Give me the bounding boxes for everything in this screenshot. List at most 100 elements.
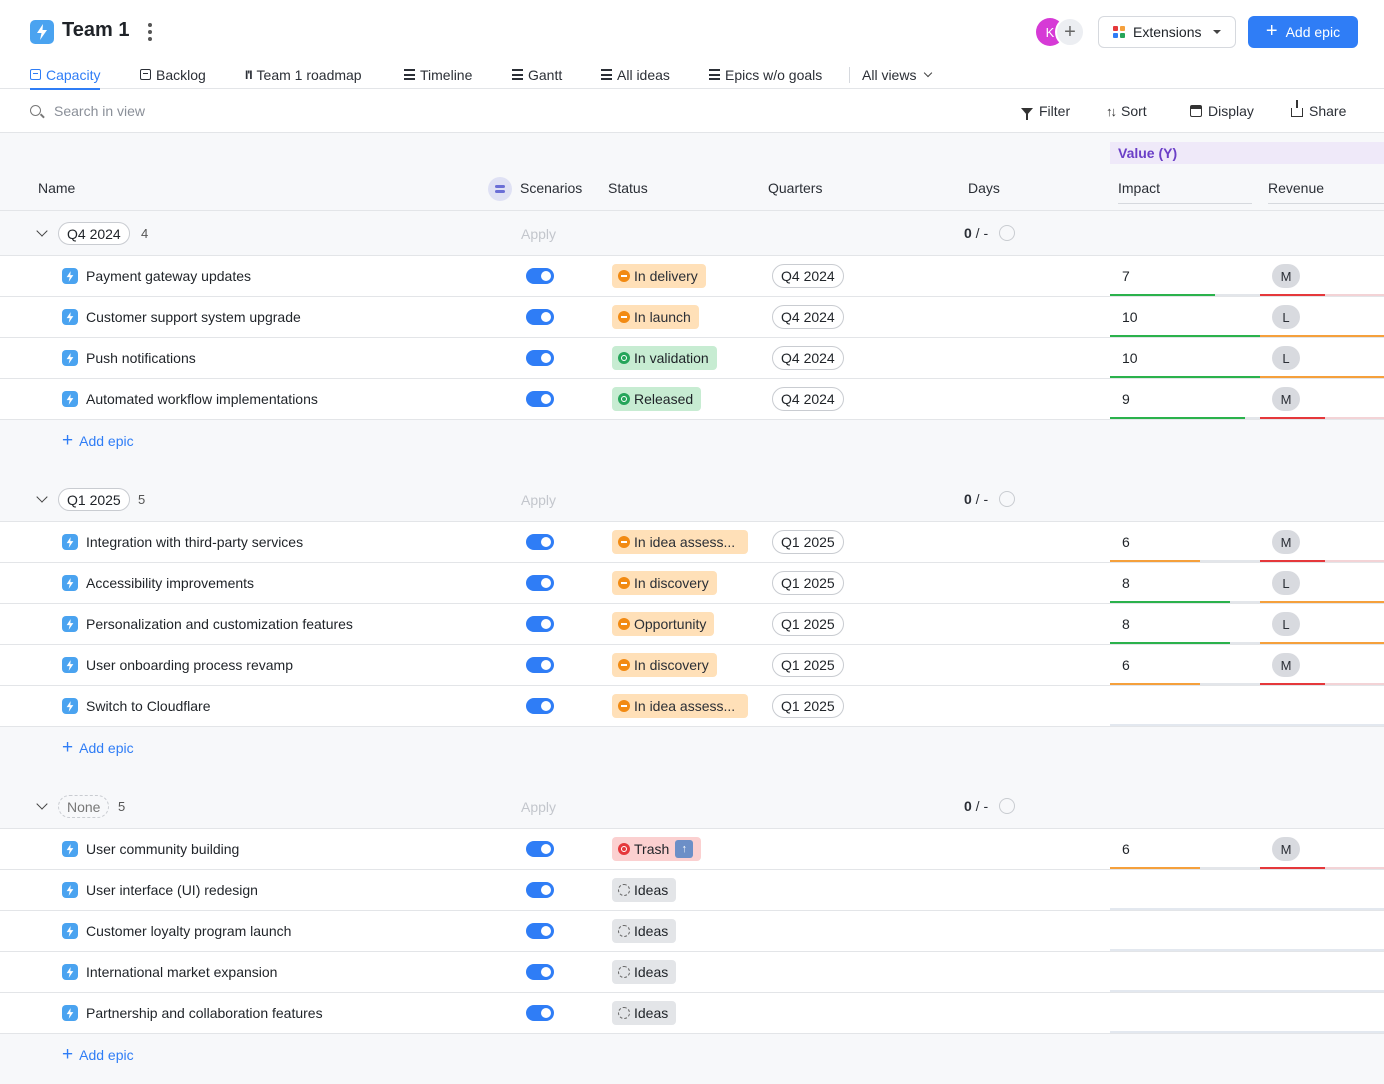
epic-name[interactable]: Accessibility improvements (86, 575, 255, 591)
impact-value[interactable]: 8 (1122, 575, 1130, 591)
quarter-pill[interactable]: Q4 2024 (772, 346, 844, 370)
apply-scenario-button[interactable]: Apply (521, 226, 557, 242)
epic-name[interactable]: Personalization and customization featur… (86, 616, 353, 632)
table-row[interactable]: Switch to Cloudflare In idea assess... Q1 … (0, 686, 1384, 727)
quarter-pill[interactable]: Q1 2025 (772, 694, 844, 718)
status-badge[interactable]: Opportunity (612, 612, 715, 636)
chevron-down-icon[interactable] (36, 798, 48, 810)
scenario-toggle[interactable] (526, 391, 554, 407)
quarter-pill[interactable]: Q1 2025 (772, 571, 844, 595)
status-badge[interactable]: Ideas (612, 878, 677, 902)
revenue-size-badge[interactable]: L (1272, 612, 1300, 636)
table-row[interactable]: User onboarding process revamp In discove… (0, 645, 1384, 686)
status-badge[interactable]: In idea assess... (612, 694, 748, 718)
display-button[interactable]: Display (1190, 101, 1254, 121)
quarter-pill[interactable]: Q4 2024 (772, 305, 844, 329)
sort-button[interactable]: ↑↓ Sort (1106, 101, 1147, 121)
table-row[interactable]: Accessibility improvements In discovery Q1… (0, 563, 1384, 604)
quarter-pill[interactable]: Q4 2024 (772, 387, 844, 411)
scenario-toggle[interactable] (526, 964, 554, 980)
scenario-toggle[interactable] (526, 657, 554, 673)
search-input[interactable] (54, 101, 354, 121)
status-badge[interactable]: Trash ↑ (612, 837, 702, 861)
scenario-toggle[interactable] (526, 1005, 554, 1021)
quarter-pill[interactable]: Q1 2025 (772, 653, 844, 677)
epic-name[interactable]: Switch to Cloudflare (86, 698, 211, 714)
impact-value[interactable]: 6 (1122, 534, 1130, 550)
apply-scenario-button[interactable]: Apply (521, 799, 557, 815)
scenario-toggle[interactable] (526, 923, 554, 939)
column-header-impact[interactable]: Impact (1118, 180, 1161, 196)
epic-name[interactable]: Customer support system upgrade (86, 309, 301, 325)
revenue-size-badge[interactable]: M (1272, 530, 1300, 554)
scenario-toggle[interactable] (526, 882, 554, 898)
status-badge[interactable]: In validation (612, 346, 717, 370)
epic-name[interactable]: Payment gateway updates (86, 268, 251, 284)
group-label[interactable]: None (58, 795, 110, 818)
impact-value[interactable]: 6 (1122, 841, 1130, 857)
column-header-days[interactable]: Days (968, 180, 1000, 196)
impact-value[interactable]: 9 (1122, 391, 1130, 407)
epic-name[interactable]: User onboarding process revamp (86, 657, 293, 673)
chevron-down-icon[interactable] (36, 225, 48, 237)
apply-scenario-button[interactable]: Apply (521, 492, 557, 508)
add-epic-button[interactable]: + Add epic (1248, 16, 1358, 48)
tab-team-1-roadmap[interactable]: I'I Team 1 roadmap (245, 60, 362, 89)
table-row[interactable]: Automated workflow implementations Releas… (0, 379, 1384, 420)
status-badge[interactable]: Released (612, 387, 702, 411)
group-label[interactable]: Q1 2025 (58, 488, 130, 511)
status-badge[interactable]: In discovery (612, 571, 717, 595)
status-badge[interactable]: In launch (612, 305, 699, 329)
epic-name[interactable]: International market expansion (86, 964, 278, 980)
tab-backlog[interactable]: Backlog (140, 60, 206, 89)
column-header-status[interactable]: Status (608, 180, 648, 196)
chevron-down-icon[interactable] (36, 491, 48, 503)
revenue-size-badge[interactable]: M (1272, 653, 1300, 677)
epic-name[interactable]: Automated workflow implementations (86, 391, 318, 407)
table-row[interactable]: Personalization and customization featur… (0, 604, 1384, 645)
table-row[interactable]: Partnership and collaboration features Id… (0, 993, 1384, 1034)
revenue-size-badge[interactable]: L (1272, 305, 1300, 329)
tab-timeline[interactable]: Timeline (404, 60, 472, 89)
status-badge[interactable]: In idea assess... (612, 530, 748, 554)
table-row[interactable]: Payment gateway updates In delivery Q4 202… (0, 256, 1384, 297)
column-header-scenarios[interactable]: Scenarios (520, 180, 583, 196)
scenario-toggle[interactable] (526, 268, 554, 284)
scenario-toggle[interactable] (526, 698, 554, 714)
status-badge[interactable]: In delivery (612, 264, 706, 288)
tab-epics-without-goals[interactable]: Epics w/o goals (709, 60, 822, 89)
revenue-size-badge[interactable]: M (1272, 387, 1300, 411)
scenario-toggle[interactable] (526, 309, 554, 325)
epic-name[interactable]: Push notifications (86, 350, 196, 366)
table-row[interactable]: Push notifications In validation Q4 2024 10… (0, 338, 1384, 379)
impact-value[interactable]: 10 (1122, 309, 1138, 325)
scenario-toggle[interactable] (526, 350, 554, 366)
add-epic-row-button[interactable]: + Add epic (62, 738, 134, 758)
tab-capacity[interactable]: Capacity (30, 60, 101, 90)
status-badge[interactable]: Ideas (612, 960, 677, 984)
quarter-pill[interactable]: Q1 2025 (772, 530, 844, 554)
table-row[interactable]: User interface (UI) redesign Ideas (0, 870, 1384, 911)
tab-all-views[interactable]: All views (862, 60, 933, 89)
table-row[interactable]: Integration with third-party services In … (0, 522, 1384, 563)
add-epic-row-button[interactable]: + Add epic (62, 1045, 134, 1065)
impact-value[interactable]: 8 (1122, 616, 1130, 632)
status-badge[interactable]: Ideas (612, 919, 677, 943)
filter-button[interactable]: Filter (1021, 101, 1070, 121)
status-badge[interactable]: In discovery (612, 653, 717, 677)
status-badge[interactable]: Ideas (612, 1001, 677, 1025)
quarter-pill[interactable]: Q4 2024 (772, 264, 844, 288)
table-row[interactable]: Customer loyalty program launch Ideas (0, 911, 1384, 952)
add-epic-row-button[interactable]: + Add epic (62, 431, 134, 451)
revenue-size-badge[interactable]: M (1272, 264, 1300, 288)
quarter-pill[interactable]: Q1 2025 (772, 612, 844, 636)
table-row[interactable]: User community building Trash ↑ 6 M (0, 829, 1384, 870)
table-row[interactable]: International market expansion Ideas (0, 952, 1384, 993)
table-row[interactable]: Customer support system upgrade In launch… (0, 297, 1384, 338)
share-button[interactable]: Share (1291, 100, 1346, 121)
add-member-button[interactable]: + (1055, 17, 1085, 47)
epic-name[interactable]: Partnership and collaboration features (86, 1005, 323, 1021)
scenario-toggle[interactable] (526, 575, 554, 591)
column-header-name[interactable]: Name (38, 180, 76, 196)
impact-value[interactable]: 10 (1122, 350, 1138, 366)
